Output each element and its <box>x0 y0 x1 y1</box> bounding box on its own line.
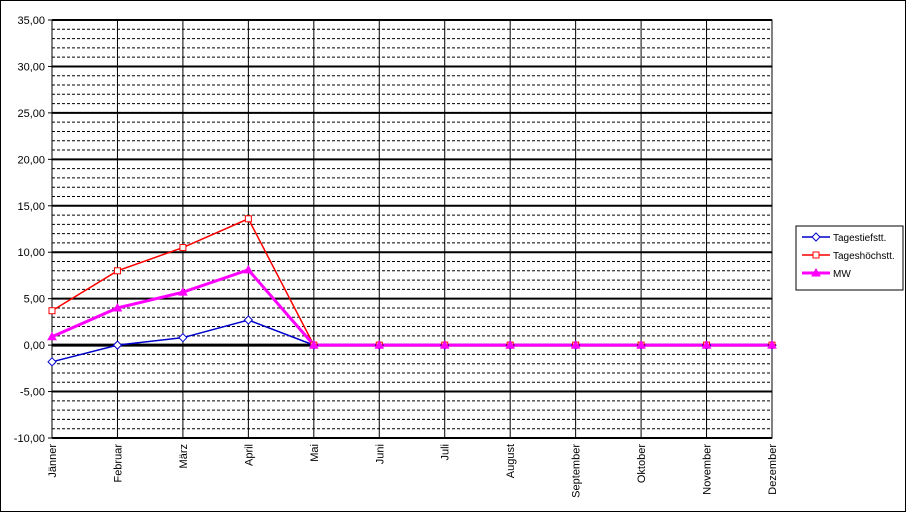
marker <box>811 267 821 277</box>
marker <box>47 357 57 367</box>
marker <box>812 251 820 259</box>
legend-label: Tagestiefstt. <box>833 233 886 244</box>
y-tick-label: -10,00 <box>14 433 45 445</box>
x-tick-label: Jänner <box>47 444 59 478</box>
x-tick-label: August <box>505 444 517 478</box>
x-tick-label: November <box>702 444 714 495</box>
marker <box>243 264 254 274</box>
marker <box>701 340 712 349</box>
marker <box>439 340 450 349</box>
marker <box>113 267 121 275</box>
marker <box>178 287 188 296</box>
marker <box>811 232 821 242</box>
marker <box>308 340 319 349</box>
x-tick-label: April <box>243 444 255 466</box>
y-tick-label: 30,00 <box>17 61 45 73</box>
plot-frame <box>51 19 773 439</box>
y-tick-label: 10,00 <box>17 247 45 259</box>
marker <box>48 307 56 315</box>
x-tick-label: Mai <box>309 444 321 462</box>
marker <box>47 331 57 341</box>
marker <box>636 340 646 349</box>
marker <box>570 340 581 349</box>
marker <box>112 340 123 350</box>
marker <box>243 315 254 325</box>
marker <box>505 340 516 349</box>
legend-label: Tageshöchstt. <box>833 251 895 262</box>
marker <box>374 340 385 349</box>
y-tick-label: 20,00 <box>17 154 45 166</box>
marker <box>178 332 188 343</box>
marker <box>767 340 777 349</box>
series-line <box>51 268 772 347</box>
marker <box>244 215 252 223</box>
marker <box>112 302 123 312</box>
x-tick-label: Juni <box>374 444 386 464</box>
x-tick-label: September <box>571 444 583 498</box>
x-tick-label: Dezember <box>767 444 779 495</box>
x-tick-label: Oktober <box>636 444 648 483</box>
x-tick-label: Juli <box>440 444 452 461</box>
y-tick-label: 25,00 <box>17 108 45 120</box>
y-tick-label: 0,00 <box>24 340 45 352</box>
legend-label: MW <box>833 269 851 280</box>
y-tick-label: 5,00 <box>24 294 45 306</box>
x-tick-label: Februar <box>112 444 124 483</box>
y-tick-label: -5,00 <box>20 387 45 399</box>
y-tick-label: 35,00 <box>17 15 45 27</box>
y-tick-label: 15,00 <box>17 201 45 213</box>
x-tick-label: März <box>178 444 190 468</box>
marker <box>179 244 187 252</box>
